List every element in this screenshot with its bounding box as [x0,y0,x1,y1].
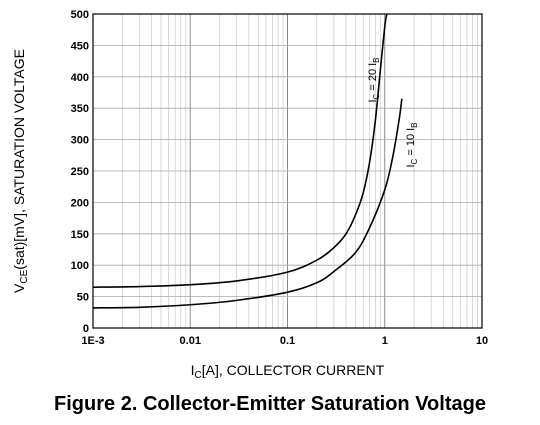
y-tick-label: 150 [71,229,89,241]
x-tick-label: 1E-3 [81,335,104,347]
y-axis-label-main: V [11,283,27,293]
figure-caption: Figure 2. Collector-Emitter Saturation V… [54,393,486,415]
x-axis-label-rest: [A], COLLECTOR CURRENT [202,362,385,378]
x-tick-label: 1 [382,335,388,347]
series-label-part: C [372,93,381,99]
y-axis-label-rest: (sat)[mV], SATURATION VOLTAGE [11,49,27,270]
x-axis-label-main: I [191,362,195,378]
y-tick-label: 500 [71,9,89,21]
series-label-part: B [410,122,419,127]
x-axis-label: IC[A], COLLECTOR CURRENT [191,362,385,381]
x-axis-label-sub: C [195,370,202,381]
x-tick-label: 0.01 [180,335,201,347]
series-label-ic-10ib: IC = 10 IB [405,122,419,167]
y-tick-label: 400 [71,72,89,84]
series-layer [92,13,403,309]
plot-frame [92,13,483,329]
y-tick-label: 50 [77,292,89,304]
series-line-ic-10ib [92,98,403,309]
series-label-ic-20ib: IC = 20 IB [367,57,381,102]
series-line-ic-20ib [92,13,388,288]
series-label-part: B [372,57,381,62]
y-tick-label: 100 [71,260,89,272]
series-label-part: = 20 I [367,63,379,94]
series-label-part: I [405,164,417,167]
y-tick-label: 200 [71,197,89,209]
y-axis-label-sub: CE [19,269,30,283]
y-axis-label: VCE(sat)[mV], SATURATION VOLTAGE [11,49,30,293]
y-tick-label: 300 [71,135,89,147]
series-label-part: C [410,158,419,164]
series-label-part: I [367,99,379,102]
tick-labels: 0 50 100 150 200 250 300 350 400 450 500 1E-3 0.01 0.… [71,9,488,347]
series-label-part: = 10 I [405,128,417,159]
y-tick-label: 350 [71,103,89,115]
x-tick-label: 10 [476,335,488,347]
y-tick-label: 0 [83,323,89,335]
y-tick-label: 250 [71,166,89,178]
x-tick-label: 0.1 [280,335,295,347]
y-tick-label: 450 [71,40,89,52]
